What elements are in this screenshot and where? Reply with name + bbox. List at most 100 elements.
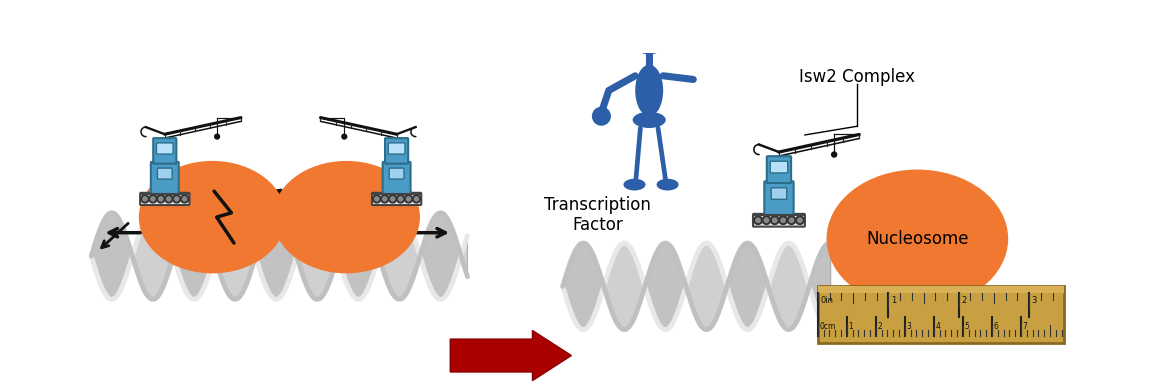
- Circle shape: [764, 218, 769, 222]
- Circle shape: [832, 152, 836, 157]
- Circle shape: [789, 218, 793, 222]
- Polygon shape: [132, 213, 174, 299]
- FancyBboxPatch shape: [626, 0, 672, 12]
- FancyBboxPatch shape: [390, 168, 404, 179]
- Polygon shape: [255, 213, 297, 299]
- FancyBboxPatch shape: [767, 156, 791, 183]
- Ellipse shape: [636, 65, 664, 116]
- Polygon shape: [174, 213, 215, 299]
- Circle shape: [182, 197, 187, 201]
- Circle shape: [175, 197, 179, 201]
- Circle shape: [414, 197, 419, 201]
- FancyBboxPatch shape: [764, 181, 793, 215]
- FancyBboxPatch shape: [619, 6, 680, 13]
- Text: 1: 1: [891, 296, 897, 305]
- Circle shape: [413, 195, 420, 203]
- Circle shape: [181, 195, 189, 203]
- FancyBboxPatch shape: [385, 138, 408, 163]
- Circle shape: [173, 195, 181, 203]
- FancyBboxPatch shape: [372, 193, 421, 205]
- Ellipse shape: [827, 170, 1008, 308]
- Circle shape: [593, 108, 610, 125]
- Polygon shape: [461, 235, 467, 277]
- FancyBboxPatch shape: [158, 168, 172, 179]
- FancyBboxPatch shape: [151, 162, 179, 195]
- Circle shape: [383, 197, 386, 201]
- Circle shape: [375, 197, 379, 201]
- Circle shape: [342, 134, 347, 139]
- Text: TF: TF: [640, 0, 658, 7]
- Circle shape: [391, 197, 394, 201]
- Circle shape: [380, 195, 389, 203]
- Polygon shape: [727, 243, 768, 330]
- Polygon shape: [379, 213, 420, 299]
- Circle shape: [773, 218, 777, 222]
- FancyBboxPatch shape: [389, 143, 405, 154]
- Circle shape: [215, 134, 219, 139]
- Circle shape: [756, 218, 760, 222]
- Polygon shape: [297, 213, 338, 299]
- Ellipse shape: [632, 112, 666, 128]
- Circle shape: [397, 195, 405, 203]
- Circle shape: [399, 197, 403, 201]
- FancyBboxPatch shape: [140, 193, 189, 205]
- FancyBboxPatch shape: [157, 143, 173, 154]
- FancyBboxPatch shape: [770, 161, 788, 173]
- Circle shape: [389, 195, 397, 203]
- Text: 3: 3: [1031, 296, 1037, 305]
- FancyBboxPatch shape: [818, 286, 1065, 293]
- Ellipse shape: [657, 179, 679, 190]
- Polygon shape: [420, 213, 461, 299]
- Text: 6: 6: [994, 322, 999, 331]
- Text: 5: 5: [965, 322, 970, 331]
- Circle shape: [798, 218, 802, 222]
- Circle shape: [159, 197, 162, 201]
- Text: Isw2 Complex: Isw2 Complex: [799, 68, 915, 86]
- Text: 3: 3: [907, 322, 912, 331]
- Circle shape: [157, 195, 165, 203]
- Circle shape: [151, 197, 155, 201]
- Text: 0cm: 0cm: [820, 322, 836, 331]
- Text: 2: 2: [878, 322, 883, 331]
- Text: 7: 7: [1023, 322, 1028, 331]
- Circle shape: [142, 195, 148, 203]
- FancyArrow shape: [450, 330, 572, 380]
- Text: Nucleosome: Nucleosome: [867, 230, 969, 248]
- Circle shape: [405, 195, 413, 203]
- FancyBboxPatch shape: [771, 188, 786, 199]
- Polygon shape: [563, 243, 604, 330]
- Text: 1: 1: [849, 322, 854, 331]
- Polygon shape: [92, 213, 132, 299]
- Polygon shape: [768, 243, 810, 330]
- Circle shape: [770, 216, 780, 224]
- Circle shape: [143, 197, 147, 201]
- Polygon shape: [810, 243, 831, 330]
- Polygon shape: [645, 243, 686, 330]
- Circle shape: [788, 216, 796, 224]
- Polygon shape: [604, 243, 645, 330]
- Circle shape: [372, 195, 380, 203]
- Circle shape: [148, 195, 157, 203]
- Circle shape: [165, 195, 173, 203]
- Text: Transcription
Factor: Transcription Factor: [544, 196, 651, 234]
- Ellipse shape: [273, 161, 420, 273]
- FancyBboxPatch shape: [383, 162, 411, 195]
- FancyBboxPatch shape: [753, 214, 805, 227]
- Text: 4: 4: [936, 322, 941, 331]
- Circle shape: [167, 197, 171, 201]
- Circle shape: [629, 13, 669, 54]
- Polygon shape: [338, 213, 379, 299]
- Circle shape: [762, 216, 770, 224]
- Circle shape: [796, 216, 804, 224]
- Polygon shape: [686, 243, 727, 330]
- Polygon shape: [215, 213, 255, 299]
- Text: 2: 2: [962, 296, 966, 305]
- Ellipse shape: [623, 179, 645, 190]
- Text: 0in: 0in: [820, 296, 834, 305]
- Circle shape: [781, 218, 785, 222]
- Circle shape: [754, 216, 762, 224]
- Ellipse shape: [139, 161, 285, 273]
- FancyBboxPatch shape: [818, 286, 1065, 343]
- Circle shape: [780, 216, 788, 224]
- FancyBboxPatch shape: [153, 138, 176, 163]
